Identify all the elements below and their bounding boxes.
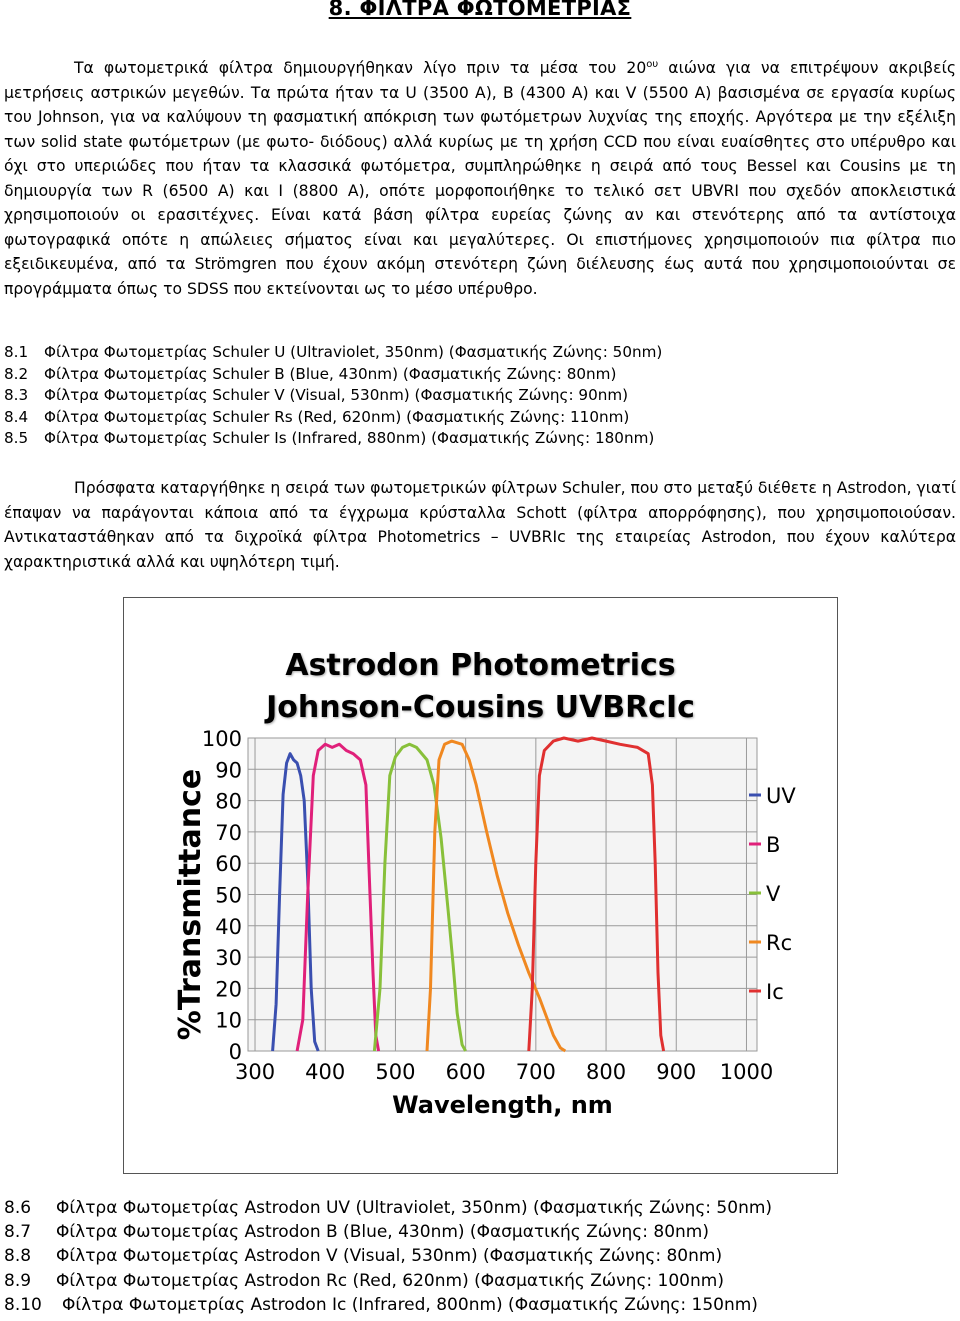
- chart-title-line2: Johnson-Cousins UVBRcIc: [266, 690, 695, 725]
- y-tick-label: 80: [215, 790, 242, 814]
- y-axis-label: %Transmittance: [173, 769, 208, 1040]
- schuler-filter-list: 8.1 Φίλτρα Φωτομετρίας Schuler U (Ultravi…: [4, 342, 944, 450]
- astrodon-paragraph: Πρόσφατα καταργήθηκε η σειρά των φωτομετ…: [4, 476, 956, 574]
- list-item: 8.5 Φίλτρα Φωτομετρίας Schuler Is (Infrar…: [4, 429, 655, 447]
- y-tick-label: 30: [215, 946, 242, 970]
- y-tick-label: 100: [202, 727, 242, 751]
- x-tick-label: 600: [446, 1060, 486, 1084]
- x-tick-label: 900: [656, 1060, 696, 1084]
- y-tick-label: 90: [215, 758, 242, 782]
- astrodon-filter-list: 8.6 Φίλτρα Φωτομετρίας Astrodon UV (Ultra…: [4, 1196, 944, 1317]
- list-item: 8.7 Φίλτρα Φωτομετρίας Astrodon B (Blue, …: [4, 1222, 709, 1243]
- y-tick-label: 70: [215, 821, 242, 845]
- x-tick-label: 700: [516, 1060, 556, 1084]
- legend-entry: Ic: [766, 980, 784, 1004]
- legend-entry: V: [766, 882, 781, 906]
- series-line-rc: [425, 739, 567, 1053]
- legend-entry: Rc: [766, 931, 792, 955]
- legend-entry: UV: [766, 784, 796, 808]
- list-item: 8.2 Φίλτρα Φωτομετρίας Schuler B (Blue, 4…: [4, 364, 617, 383]
- chart-title-line1: Astrodon Photometrics: [285, 648, 676, 683]
- list-item: 8.1 Φίλτρα Φωτομετρίας Schuler U (Ultravi…: [4, 343, 663, 361]
- y-tick-label: 60: [215, 852, 242, 876]
- intro-paragraph: Τα φωτομετρικά φίλτρα δημιουργήθηκαν λίγ…: [4, 53, 956, 301]
- series-line-v: [372, 742, 467, 1052]
- series-line-b: [295, 742, 381, 1052]
- list-item: 8.3 Φίλτρα Φωτομετρίας Schuler V (Visual,…: [4, 386, 629, 404]
- list-item: 8.4 Φίλτρα Φωτομετρίας Schuler Rs (Red, 6…: [4, 407, 630, 426]
- transmittance-chart: Astrodon Photometrics Johnson-Cousins UV…: [123, 597, 838, 1174]
- x-tick-label: 500: [375, 1060, 415, 1084]
- series-line-ic: [527, 736, 666, 1052]
- y-tick-label: 10: [215, 1009, 242, 1033]
- intro-text-2: αιώνα για να επιτρέψουν ακριβείς μετρήσε…: [4, 59, 956, 298]
- y-tick-label: 40: [215, 915, 242, 939]
- x-axis-label: Wavelength, nm: [392, 1091, 613, 1119]
- x-tick-label: 300: [235, 1060, 275, 1084]
- series-line-uv: [271, 752, 320, 1052]
- astrodon-paragraph-text: Πρόσφατα καταργήθηκε η σειρά των φωτομετ…: [4, 479, 956, 571]
- y-tick-label: 20: [215, 977, 242, 1001]
- list-item: 8.9 Φίλτρα Φωτομετρίας Astrodon Rc (Red, …: [4, 1270, 724, 1291]
- list-item: 8.6 Φίλτρα Φωτομετρίας Astrodon UV (Ultra…: [4, 1198, 773, 1218]
- page-title: 8. ΦΙΛΤΡΑ ΦΩΤΟΜΕΤΡΙΑΣ: [328, 0, 632, 20]
- y-tick-label: 50: [215, 884, 242, 908]
- intro-text-1: Τα φωτομετρικά φίλτρα δημιουργήθηκαν λίγ…: [74, 59, 647, 78]
- x-tick-label: 800: [586, 1060, 626, 1084]
- x-tick-label: 1000: [720, 1060, 773, 1084]
- y-tick-label: 0: [229, 1040, 242, 1064]
- x-tick-label: 400: [305, 1060, 345, 1084]
- chart-plot: 0 10 20 30 40 50 60 70 80 90 100 300 400 500 600 700 800…: [173, 727, 796, 1119]
- list-item: 8.10 Φίλτρα Φωτομετρίας Astrodon Ic (Infr…: [4, 1294, 758, 1315]
- legend-entry: B: [766, 833, 780, 857]
- list-item: 8.8 Φίλτρα Φωτομετρίας Astrodon V (Visual…: [4, 1246, 723, 1267]
- intro-superscript: ου: [646, 59, 659, 70]
